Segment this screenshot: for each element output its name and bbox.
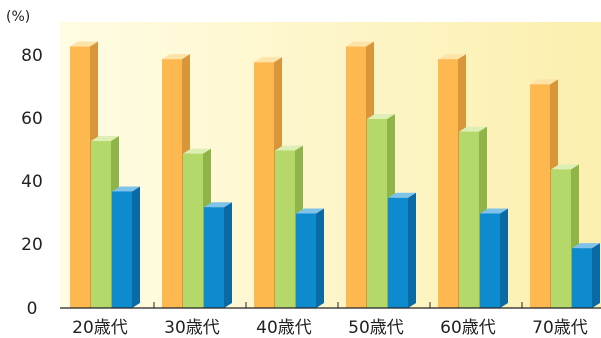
y-tick-label: 0	[27, 299, 38, 319]
bar-top	[530, 79, 558, 85]
bar-front	[91, 141, 111, 308]
bar-top	[388, 192, 416, 198]
y-tick-label: 80	[21, 46, 43, 66]
bar-top	[551, 164, 579, 170]
bar-front	[572, 248, 592, 308]
bar-top	[367, 114, 395, 119]
plot-background	[60, 22, 601, 308]
bar-front	[112, 191, 132, 308]
bar-top	[254, 57, 282, 63]
bar-top	[183, 148, 211, 154]
bar-side	[316, 208, 324, 308]
bar-top	[204, 202, 232, 208]
bar-side	[500, 208, 508, 308]
bar-top	[70, 41, 98, 47]
x-category-label: 20歳代	[72, 318, 128, 338]
bar	[112, 186, 140, 308]
bar-side	[592, 243, 600, 308]
y-tick-label: 60	[21, 109, 43, 129]
bar-front	[204, 207, 224, 308]
bar	[572, 243, 600, 308]
bar-front	[438, 59, 458, 309]
bar-front	[346, 46, 366, 309]
bar-front	[388, 197, 408, 308]
bar-top	[572, 243, 600, 249]
bar-top	[438, 54, 466, 60]
x-category-label: 40歳代	[256, 318, 312, 338]
bar-top	[91, 136, 119, 142]
bar-top	[275, 145, 303, 151]
bar-top	[162, 54, 190, 60]
bar-front	[254, 62, 274, 308]
bar-top	[346, 41, 374, 47]
bar-side	[408, 192, 416, 308]
bar	[296, 208, 324, 308]
x-category-label: 70歳代	[532, 318, 588, 338]
bar-front	[530, 84, 550, 308]
bar-front	[296, 213, 316, 308]
x-category-label: 30歳代	[164, 318, 220, 338]
y-tick-label: 40	[21, 172, 43, 192]
bar	[480, 208, 508, 308]
bar-front	[70, 46, 90, 309]
bar	[388, 192, 416, 308]
y-tick-label: 20	[21, 235, 43, 255]
bar-side	[224, 202, 232, 308]
bar-front	[367, 119, 387, 308]
bar-side	[132, 186, 140, 308]
bar-front	[162, 59, 182, 309]
x-category-label: 50歳代	[348, 318, 404, 338]
bar-front	[183, 153, 203, 308]
bar	[204, 202, 232, 308]
bar-front	[480, 213, 500, 308]
bar-top	[296, 208, 324, 214]
bar-top	[480, 208, 508, 214]
x-category-label: 60歳代	[440, 318, 496, 338]
bar-front	[275, 150, 295, 308]
bar-top	[459, 126, 487, 132]
bars-layer	[70, 41, 600, 309]
bar-top	[112, 186, 140, 192]
x-axis-ticks	[153, 302, 523, 308]
bar-front	[551, 169, 571, 308]
bar-front	[459, 131, 479, 308]
y-axis-unit: (%)	[6, 9, 30, 25]
